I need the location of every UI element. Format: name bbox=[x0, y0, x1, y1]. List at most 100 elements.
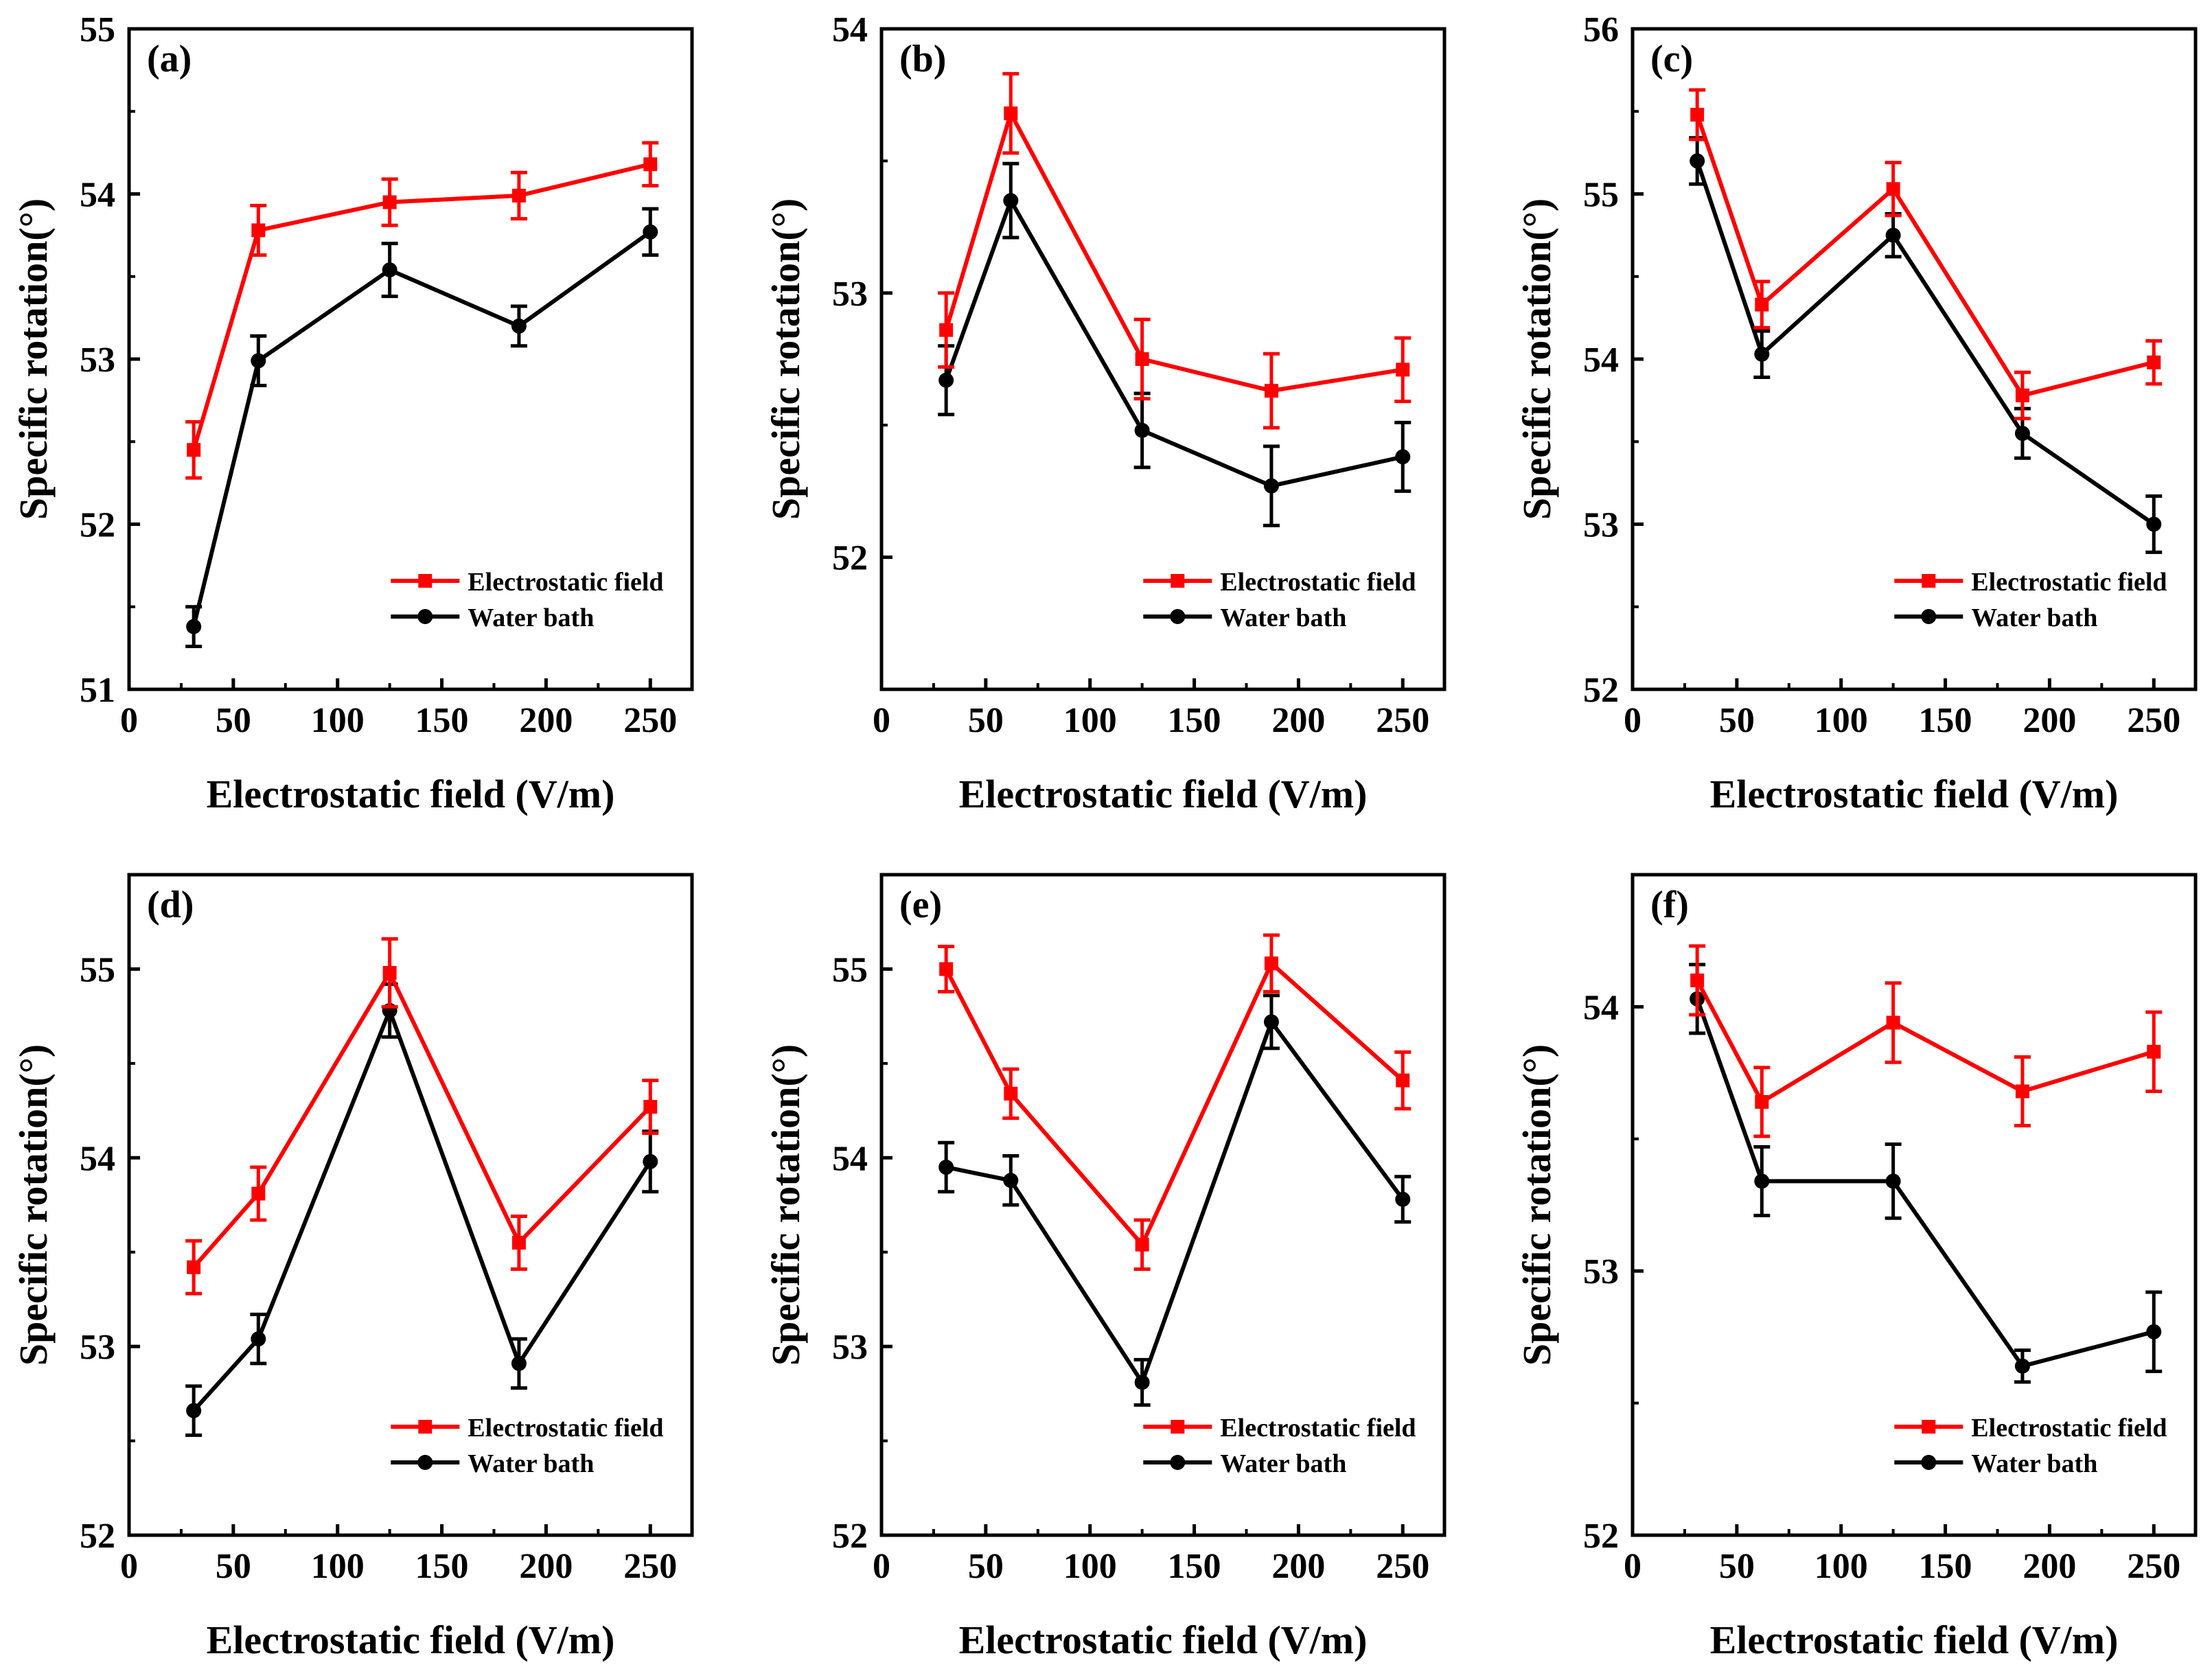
x-tick-label: 0 bbox=[873, 1547, 890, 1586]
x-tick-label: 0 bbox=[873, 701, 890, 740]
x-axis-title: Electrostatic field (V/m) bbox=[1710, 772, 2119, 816]
data-point bbox=[1134, 1375, 1150, 1390]
data-point bbox=[186, 1403, 202, 1418]
y-tick-label: 52 bbox=[832, 539, 868, 578]
data-point bbox=[2014, 426, 2030, 441]
x-tick-label: 150 bbox=[1168, 701, 1221, 740]
data-point bbox=[1135, 1237, 1149, 1252]
x-tick-label: 150 bbox=[1168, 1547, 1221, 1586]
data-point bbox=[1755, 1094, 1769, 1109]
chart-panel-6: 0 50 100 150 200 250 52 53 54 Electrostatic field… bbox=[1514, 873, 2198, 1662]
x-tick-label: 150 bbox=[415, 701, 469, 740]
data-point bbox=[1886, 182, 1900, 196]
y-tick-label: 56 bbox=[1583, 10, 1619, 49]
data-point bbox=[382, 195, 397, 209]
x-tick-label: 50 bbox=[1719, 1547, 1755, 1586]
y-tick-label: 55 bbox=[80, 950, 115, 989]
data-point bbox=[1754, 1173, 1770, 1189]
x-tick-label: 200 bbox=[1271, 701, 1325, 740]
panel-label: (d) bbox=[147, 884, 194, 926]
x-tick-label: 150 bbox=[1919, 701, 1972, 740]
legend: Electrostatic field Water bath bbox=[1143, 1414, 1416, 1478]
x-tick-label: 200 bbox=[519, 701, 573, 740]
x-tick-label: 100 bbox=[1814, 701, 1868, 740]
series-electrostatic-field bbox=[938, 71, 1412, 430]
x-tick-label: 250 bbox=[1376, 701, 1429, 740]
y-tick-label: 55 bbox=[1583, 176, 1619, 215]
data-point bbox=[1134, 422, 1150, 438]
data-point bbox=[511, 1235, 526, 1250]
data-point bbox=[251, 1331, 266, 1347]
series-electrostatic-field bbox=[185, 141, 659, 480]
series-line bbox=[192, 1004, 652, 1412]
series-water-bath bbox=[938, 161, 1412, 527]
y-axis-title: Specific rotation(°) bbox=[1514, 198, 1559, 520]
chart-panel-5: 0 50 100 150 200 250 52 53 54 55 Electrostatic fie… bbox=[763, 873, 1447, 1662]
data-point bbox=[2147, 1044, 2161, 1059]
panel-label: (f) bbox=[1650, 884, 1689, 926]
legend-marker bbox=[417, 1455, 433, 1470]
series-water-bath bbox=[185, 207, 659, 648]
data-point bbox=[643, 1153, 658, 1169]
series-line bbox=[944, 108, 1403, 393]
series-line bbox=[1695, 160, 2155, 526]
data-point bbox=[511, 188, 526, 203]
data-point bbox=[1003, 1173, 1019, 1188]
data-point bbox=[1754, 346, 1770, 362]
y-tick-label: 53 bbox=[80, 341, 115, 380]
data-point bbox=[938, 1160, 954, 1175]
y-axis-title: Specific rotation(°) bbox=[1514, 1044, 1559, 1366]
y-tick-label: 53 bbox=[1583, 1252, 1619, 1291]
y-tick-label: 54 bbox=[832, 1139, 868, 1178]
series-electrostatic-field bbox=[1689, 88, 2163, 421]
y-tick-label: 53 bbox=[80, 1328, 115, 1367]
series-line bbox=[944, 195, 1403, 488]
x-tick-label: 150 bbox=[1919, 1547, 1972, 1586]
data-point bbox=[1264, 956, 1278, 971]
chart-panel-3: 0 50 100 150 200 250 52 53 54 55 56 Electrostatic f… bbox=[1514, 10, 2198, 816]
x-axis-title: Electrostatic field (V/m) bbox=[959, 772, 1368, 816]
y-tick-label: 52 bbox=[80, 1517, 115, 1556]
data-point bbox=[187, 1260, 201, 1274]
y-axis-title: Specific rotation(°) bbox=[763, 1044, 808, 1366]
x-tick-label: 200 bbox=[2023, 1547, 2076, 1586]
data-point bbox=[251, 1186, 266, 1201]
data-point bbox=[1003, 193, 1019, 209]
data-point bbox=[1263, 478, 1279, 494]
legend-marker bbox=[1922, 574, 1936, 588]
legend-marker bbox=[1170, 1455, 1186, 1470]
series-line bbox=[192, 968, 652, 1269]
series-line bbox=[945, 1018, 1405, 1388]
data-point bbox=[1886, 1015, 1900, 1030]
data-point bbox=[1885, 227, 1901, 243]
y-tick-label: 54 bbox=[832, 10, 868, 49]
data-point bbox=[511, 1355, 527, 1371]
y-tick-label: 52 bbox=[832, 1517, 868, 1556]
data-point bbox=[2147, 355, 2161, 369]
series-line bbox=[1695, 979, 2155, 1105]
plot-frame bbox=[879, 27, 1447, 691]
legend: Electrostatic field Water bath bbox=[1894, 568, 2167, 632]
legend-marker bbox=[1170, 609, 1186, 624]
x-tick-label: 100 bbox=[1063, 1547, 1117, 1586]
data-point bbox=[1135, 352, 1149, 366]
legend-marker bbox=[1921, 1455, 1937, 1470]
data-point bbox=[1690, 973, 1705, 987]
x-tick-label: 250 bbox=[1376, 1547, 1429, 1586]
y-axis-title: Specific rotation(°) bbox=[11, 1044, 56, 1366]
data-point bbox=[643, 157, 658, 172]
x-tick-label: 0 bbox=[1624, 701, 1641, 740]
data-point bbox=[2014, 1358, 2030, 1374]
data-point bbox=[1690, 153, 1705, 169]
x-tick-label: 250 bbox=[2127, 1547, 2180, 1586]
x-tick-label: 50 bbox=[1719, 701, 1755, 740]
data-point bbox=[1396, 363, 1410, 377]
data-point bbox=[187, 443, 201, 457]
legend-label: Electrostatic field bbox=[1220, 1414, 1416, 1443]
y-tick-label: 55 bbox=[80, 10, 115, 49]
data-point bbox=[1395, 1191, 1411, 1207]
x-axis-title: Electrostatic field (V/m) bbox=[959, 1618, 1368, 1662]
legend-label: Electrostatic field bbox=[468, 1414, 663, 1443]
y-axis-title: Specific rotation(°) bbox=[763, 198, 808, 520]
y-tick-label: 52 bbox=[80, 506, 115, 545]
